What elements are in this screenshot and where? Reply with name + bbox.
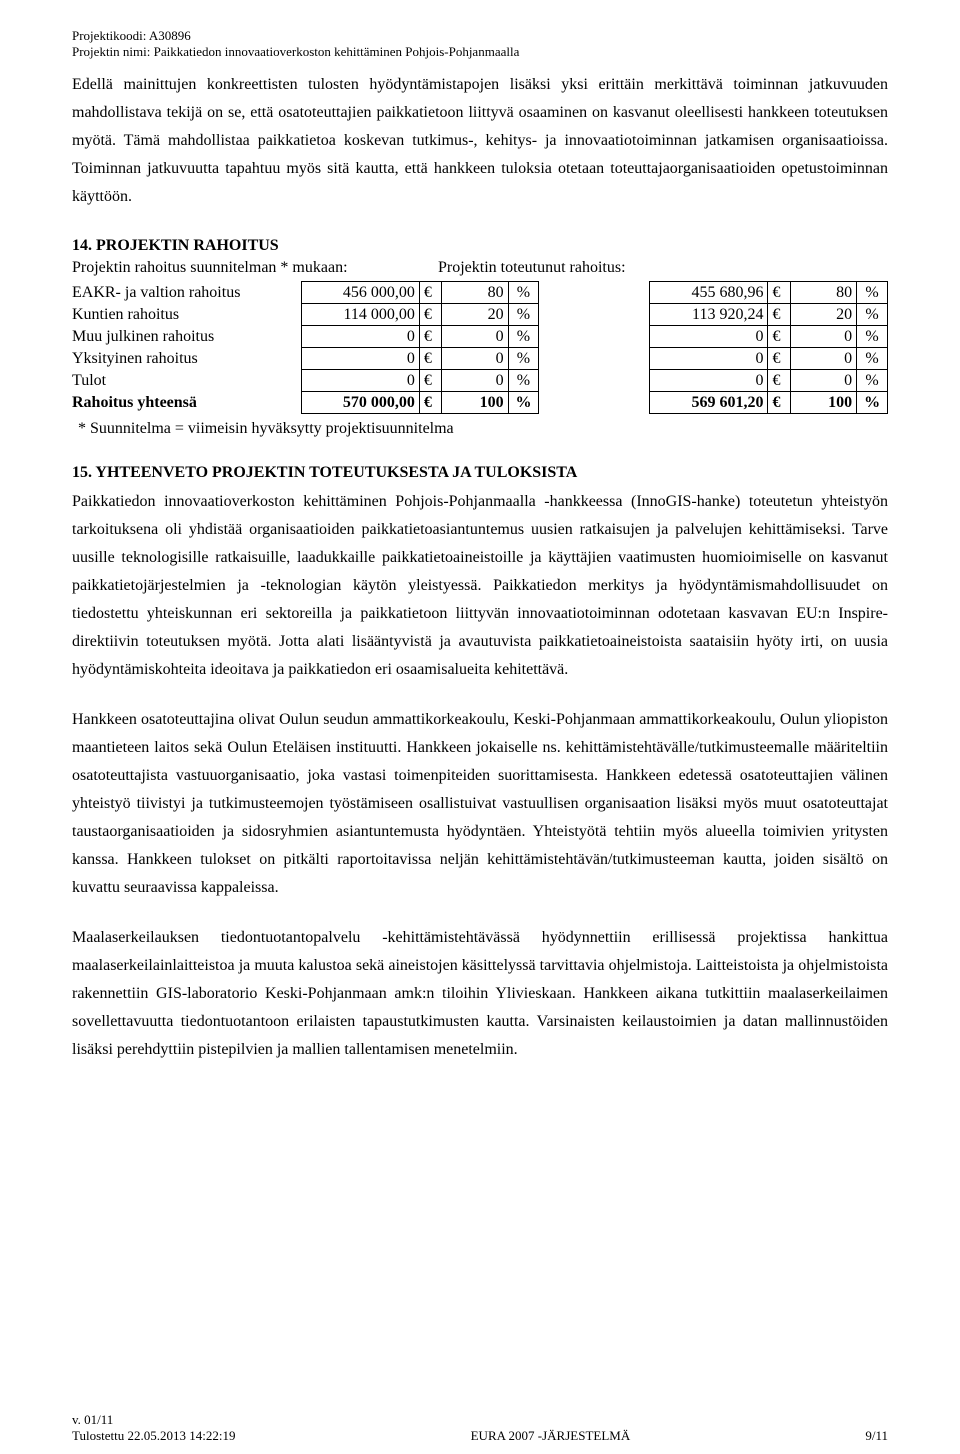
actual-currency: € xyxy=(768,347,790,369)
plan-currency: € xyxy=(419,391,441,413)
row-label: Tulot xyxy=(72,369,301,391)
gap xyxy=(539,281,650,303)
actual-pct: 80 xyxy=(790,281,857,303)
gap xyxy=(539,325,650,347)
plan-header: Projektin rahoitus suunnitelman * mukaan… xyxy=(72,259,438,277)
plan-pct-sign: % xyxy=(508,369,539,391)
section-14-title: 14. PROJEKTIN RAHOITUS xyxy=(72,237,888,255)
actual-pct: 0 xyxy=(790,369,857,391)
intro-paragraph: Edellä mainittujen konkreettisten tulost… xyxy=(72,71,888,211)
plan-footnote: * Suunnitelma = viimeisin hyväksytty pro… xyxy=(72,420,888,438)
plan-value: 0 xyxy=(301,325,419,347)
plan-pct: 0 xyxy=(442,325,509,347)
actual-value: 569 601,20 xyxy=(650,391,768,413)
actual-value: 0 xyxy=(650,325,768,347)
actual-pct-sign: % xyxy=(857,347,888,369)
plan-pct-sign: % xyxy=(508,325,539,347)
actual-header: Projektin toteutunut rahoitus: xyxy=(438,259,888,277)
page-footer: v. 01/11 Tulostettu 22.05.2013 14:22:19 … xyxy=(72,1412,888,1445)
plan-currency: € xyxy=(419,303,441,325)
gap xyxy=(539,303,650,325)
actual-value: 0 xyxy=(650,369,768,391)
row-label: Yksityinen rahoitus xyxy=(72,347,301,369)
actual-pct-sign: % xyxy=(857,325,888,347)
actual-pct: 0 xyxy=(790,325,857,347)
actual-currency: € xyxy=(768,281,790,303)
plan-value: 570 000,00 xyxy=(301,391,419,413)
gap xyxy=(539,347,650,369)
gap xyxy=(539,369,650,391)
plan-pct-sign: % xyxy=(508,281,539,303)
actual-currency: € xyxy=(768,303,790,325)
actual-pct-sign: % xyxy=(857,391,888,413)
plan-pct: 100 xyxy=(442,391,509,413)
actual-currency: € xyxy=(768,369,790,391)
project-code-line: Projektikoodi: A30896 xyxy=(72,28,888,44)
financing-column-headers: Projektin rahoitus suunnitelman * mukaan… xyxy=(72,259,888,277)
plan-pct-sign: % xyxy=(508,347,539,369)
actual-pct-sign: % xyxy=(857,281,888,303)
table-row: Rahoitus yhteensä570 000,00€100%569 601,… xyxy=(72,391,888,413)
plan-value: 114 000,00 xyxy=(301,303,419,325)
row-label: Rahoitus yhteensä xyxy=(72,391,301,413)
financing-table: EAKR- ja valtion rahoitus456 000,00€80%4… xyxy=(72,281,888,414)
plan-value: 456 000,00 xyxy=(301,281,419,303)
actual-pct-sign: % xyxy=(857,369,888,391)
actual-pct: 0 xyxy=(790,347,857,369)
row-label: Muu julkinen rahoitus xyxy=(72,325,301,347)
gap xyxy=(539,391,650,413)
plan-currency: € xyxy=(419,347,441,369)
actual-value: 0 xyxy=(650,347,768,369)
section-15-title: 15. YHTEENVETO PROJEKTIN TOTEUTUKSESTA J… xyxy=(72,464,888,482)
plan-pct-sign: % xyxy=(508,391,539,413)
actual-value: 455 680,96 xyxy=(650,281,768,303)
document-page: Projektikoodi: A30896 Projektin nimi: Pa… xyxy=(0,0,960,1454)
plan-currency: € xyxy=(419,281,441,303)
plan-currency: € xyxy=(419,369,441,391)
actual-currency: € xyxy=(768,391,790,413)
plan-pct: 80 xyxy=(442,281,509,303)
plan-currency: € xyxy=(419,325,441,347)
footer-system: EURA 2007 -JÄRJESTELMÄ xyxy=(235,1428,865,1444)
actual-currency: € xyxy=(768,325,790,347)
plan-pct-sign: % xyxy=(508,303,539,325)
table-row: Tulot0€0%0€0% xyxy=(72,369,888,391)
project-name-line: Projektin nimi: Paikkatiedon innovaatiov… xyxy=(72,44,888,60)
footer-version: v. 01/11 xyxy=(72,1412,235,1428)
plan-pct: 20 xyxy=(442,303,509,325)
row-label: EAKR- ja valtion rahoitus xyxy=(72,281,301,303)
table-row: Yksityinen rahoitus0€0%0€0% xyxy=(72,347,888,369)
row-label: Kuntien rahoitus xyxy=(72,303,301,325)
section15-paragraph-1: Paikkatiedon innovaatioverkoston kehittä… xyxy=(72,488,888,684)
table-row: EAKR- ja valtion rahoitus456 000,00€80%4… xyxy=(72,281,888,303)
actual-pct: 100 xyxy=(790,391,857,413)
section15-paragraph-2: Hankkeen osatoteuttajina olivat Oulun se… xyxy=(72,706,888,902)
actual-value: 113 920,24 xyxy=(650,303,768,325)
footer-page-number: 9/11 xyxy=(865,1428,888,1444)
actual-pct: 20 xyxy=(790,303,857,325)
footer-printed: Tulostettu 22.05.2013 14:22:19 xyxy=(72,1428,235,1444)
plan-pct: 0 xyxy=(442,369,509,391)
section15-paragraph-3: Maalaserkeilauksen tiedontuotantopalvelu… xyxy=(72,924,888,1064)
table-row: Muu julkinen rahoitus0€0%0€0% xyxy=(72,325,888,347)
plan-value: 0 xyxy=(301,369,419,391)
actual-pct-sign: % xyxy=(857,303,888,325)
table-row: Kuntien rahoitus114 000,00€20%113 920,24… xyxy=(72,303,888,325)
plan-pct: 0 xyxy=(442,347,509,369)
plan-value: 0 xyxy=(301,347,419,369)
